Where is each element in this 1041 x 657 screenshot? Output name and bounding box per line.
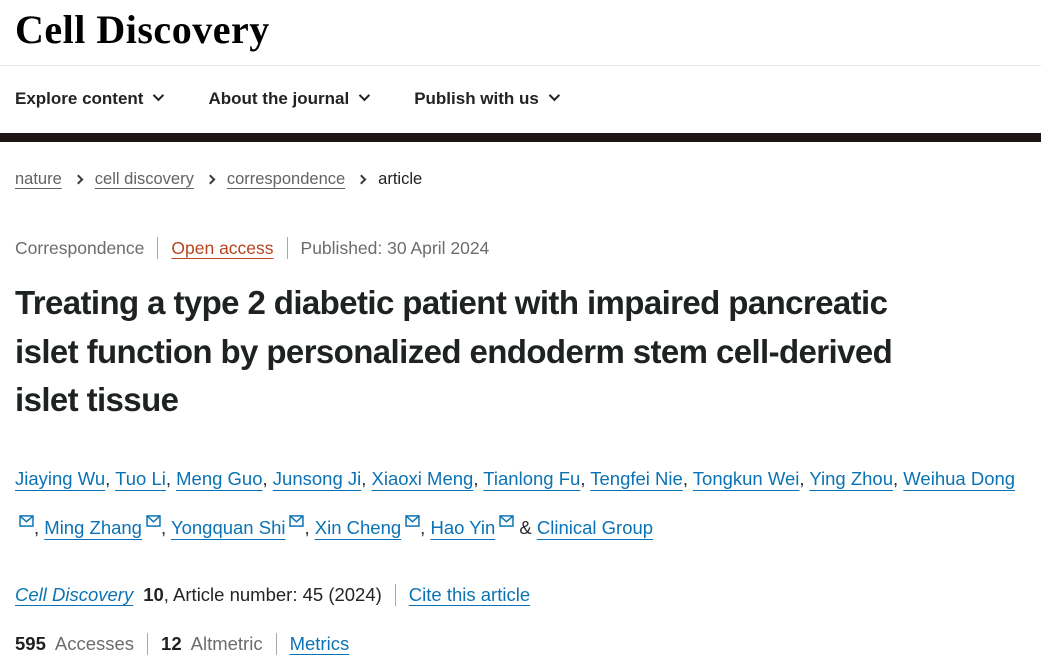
author-link[interactable]: Xiaoxi Meng [371,467,474,489]
author-link[interactable]: Tuo Li [115,467,166,489]
chevron-down-icon [358,89,371,102]
envelope-icon[interactable] [499,515,514,528]
metrics-row: 595 Accesses 12 Altmetric Metrics [15,633,1026,656]
nav-item-label: Explore content [15,89,144,108]
breadcrumb-link[interactable]: correspondence [226,170,346,188]
altmetric-count: 12 [161,633,182,655]
author-link[interactable]: Jiaying Wu [15,467,106,489]
accesses-count: 595 [15,633,46,655]
nav-item-about-the-journal[interactable]: About the journal [208,89,371,109]
altmetric-label: Altmetric [190,633,263,655]
header-divider [0,65,1041,66]
author-list: Jiaying Wu, Tuo Li, Meng Guo, Junsong Ji… [15,467,1016,539]
article-title: Treating a type 2 diabetic patient with … [15,284,893,418]
header-dark-bar [0,133,1041,142]
author-link[interactable]: Meng Guo [176,467,263,489]
breadcrumb: nature cell discovery correspondence articl… [15,170,1026,189]
envelope-icon-wrap[interactable] [499,510,514,531]
citation-row: Cell Discovery 10 , Article number: 45 (… [15,584,1026,607]
main-nav: Explore content About the journal Publish … [0,66,1041,133]
author-link[interactable]: Junsong Ji [272,467,362,489]
metrics-link[interactable]: Metrics [289,633,350,655]
chevron-down-icon [153,89,165,102]
author-link[interactable]: Hao Yin [430,517,496,539]
nav-item-label: Publish with us [414,89,539,108]
article-type-label: Correspondence [15,237,145,258]
nav-item-label: About the journal [208,89,350,108]
envelope-icon-wrap[interactable] [19,510,34,531]
site-header: Cell Discovery Explore content About the … [0,0,1041,142]
author-link[interactable]: Ying Zhou [809,467,894,489]
envelope-icon[interactable] [289,515,305,528]
chevron-down-icon [548,89,560,102]
separator-pipe [147,633,149,656]
article-meta-row: Correspondence Open access Published: 30… [15,237,1026,259]
journal-link[interactable]: Cell Discovery [15,584,134,606]
envelope-icon-wrap[interactable] [146,510,161,531]
published-date: Published: 30 April 2024 [300,237,490,258]
logo-row: Cell Discovery [0,0,1041,65]
article-page: nature cell discovery correspondence articl… [0,170,1041,656]
chevron-right-icon [205,174,216,185]
nav-item-explore-content[interactable]: Explore content [15,89,165,109]
cite-article-link[interactable]: Cite this article [408,584,531,606]
nav-item-publish-with-us[interactable]: Publish with us [414,89,560,109]
article-number-text: , Article number: 45 (2024) [163,584,382,606]
volume-number: 10 [143,584,164,606]
separator-pipe [286,237,288,259]
accesses-label: Accesses [54,633,135,655]
author-link[interactable]: Clinical Group [536,517,654,539]
author-link[interactable]: Tengfei Nie [590,467,683,489]
separator-pipe [157,237,159,259]
envelope-icon[interactable] [146,515,161,528]
author-link[interactable]: Yongquan Shi [170,517,286,539]
author-link[interactable]: Xin Cheng [314,517,402,539]
chevron-right-icon [356,174,367,185]
envelope-icon[interactable] [405,515,420,528]
envelope-icon-wrap[interactable] [405,510,420,531]
journal-logo[interactable]: Cell Discovery [15,7,270,52]
envelope-icon[interactable] [19,515,34,528]
breadcrumb-current: article [378,170,423,188]
breadcrumb-link[interactable]: cell discovery [94,170,194,188]
author-link[interactable]: Weihua Dong [903,467,1016,489]
separator-pipe [275,633,277,656]
chevron-right-icon [73,174,84,185]
author-link[interactable]: Tongkun Wei [692,467,800,489]
separator-pipe [394,584,396,607]
breadcrumb-link[interactable]: nature [15,170,62,188]
author-link[interactable]: Ming Zhang [44,517,142,539]
author-link[interactable]: Tianlong Fu [483,467,581,489]
envelope-icon-wrap[interactable] [289,510,305,531]
open-access-link[interactable]: Open access [171,237,274,258]
